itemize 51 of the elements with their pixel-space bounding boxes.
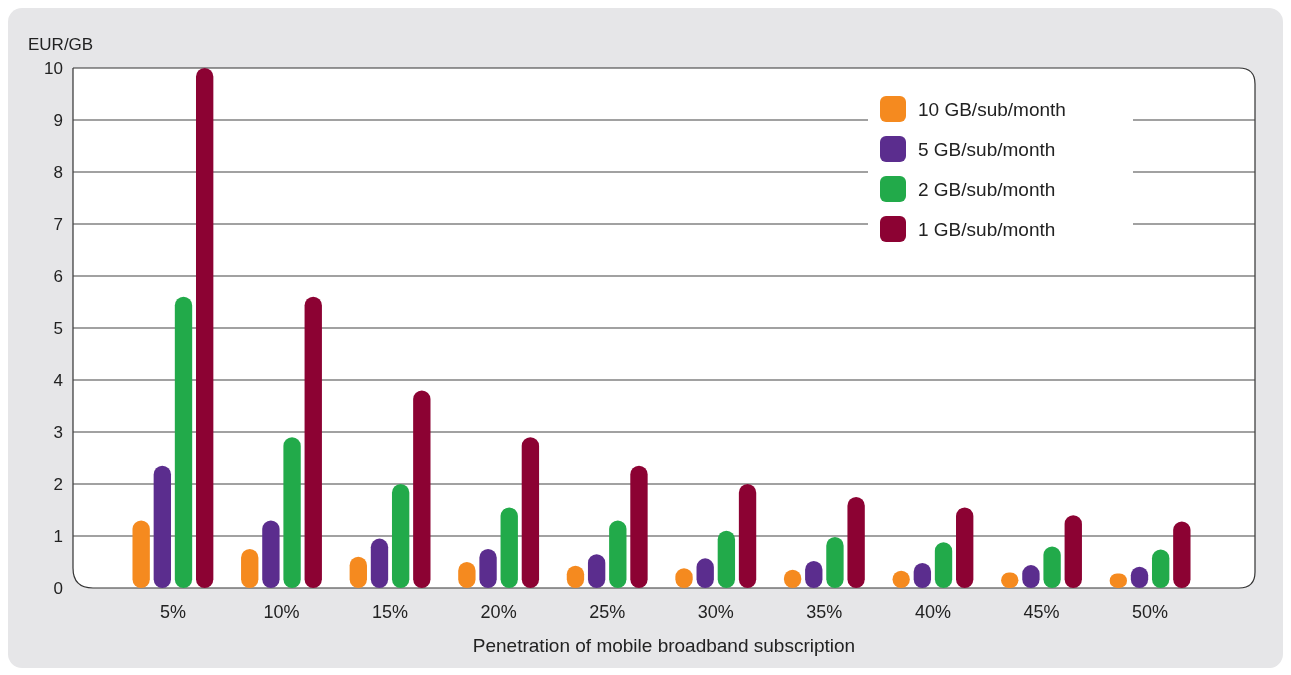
y-axis-title: EUR/GB (28, 35, 94, 54)
bar (304, 296, 322, 588)
x-tick-label: 40% (914, 602, 951, 622)
x-tick-label: 10% (263, 602, 300, 622)
bar (195, 68, 214, 588)
y-tick-label: 2 (53, 474, 63, 494)
bar (521, 437, 540, 588)
bar (262, 520, 280, 588)
x-tick-label: 5% (159, 602, 186, 622)
x-tick-label: 15% (372, 602, 409, 622)
bar (1064, 515, 1082, 588)
y-tick-label: 10 (44, 58, 63, 78)
y-tick-label: 3 (53, 422, 63, 442)
bar (391, 484, 410, 588)
bar (283, 437, 301, 588)
bar (479, 549, 497, 588)
x-axis-title: Penetration of mobile broadband subscription (472, 635, 856, 656)
bar (132, 520, 150, 588)
legend-label: 5 GB/sub/month (918, 138, 1056, 160)
x-tick-label: 30% (697, 602, 734, 622)
bar (717, 530, 736, 588)
bar (174, 296, 193, 588)
bar (1173, 521, 1191, 588)
legend-label: 1 GB/sub/month (918, 218, 1056, 240)
bar (847, 497, 865, 588)
x-tick-label: 35% (806, 602, 843, 622)
y-tick-label: 8 (53, 162, 63, 182)
bar (413, 390, 431, 588)
bar (500, 507, 518, 588)
bar (956, 507, 974, 588)
y-tick-label: 9 (53, 110, 63, 130)
bar (370, 538, 389, 588)
y-tick-label: 1 (53, 526, 63, 546)
bar (738, 484, 757, 588)
bar (934, 542, 953, 588)
y-tick-label: 4 (53, 370, 63, 390)
bar (826, 537, 844, 588)
bar (1043, 546, 1061, 588)
x-tick-label: 20% (480, 602, 517, 622)
bar (609, 520, 627, 588)
x-tick-label: 25% (589, 602, 626, 622)
y-tick-label: 5 (53, 318, 63, 338)
legend-label: 2 GB/sub/month (918, 178, 1056, 200)
bar (630, 465, 648, 588)
x-tick-label: 45% (1023, 602, 1060, 622)
y-tick-label: 6 (53, 266, 63, 286)
y-tick-label: 7 (53, 214, 63, 234)
bar (153, 465, 172, 588)
y-tick-label: 0 (53, 578, 63, 598)
x-tick-label: 50% (1132, 602, 1169, 622)
legend-label: 10 GB/sub/month (918, 98, 1066, 120)
